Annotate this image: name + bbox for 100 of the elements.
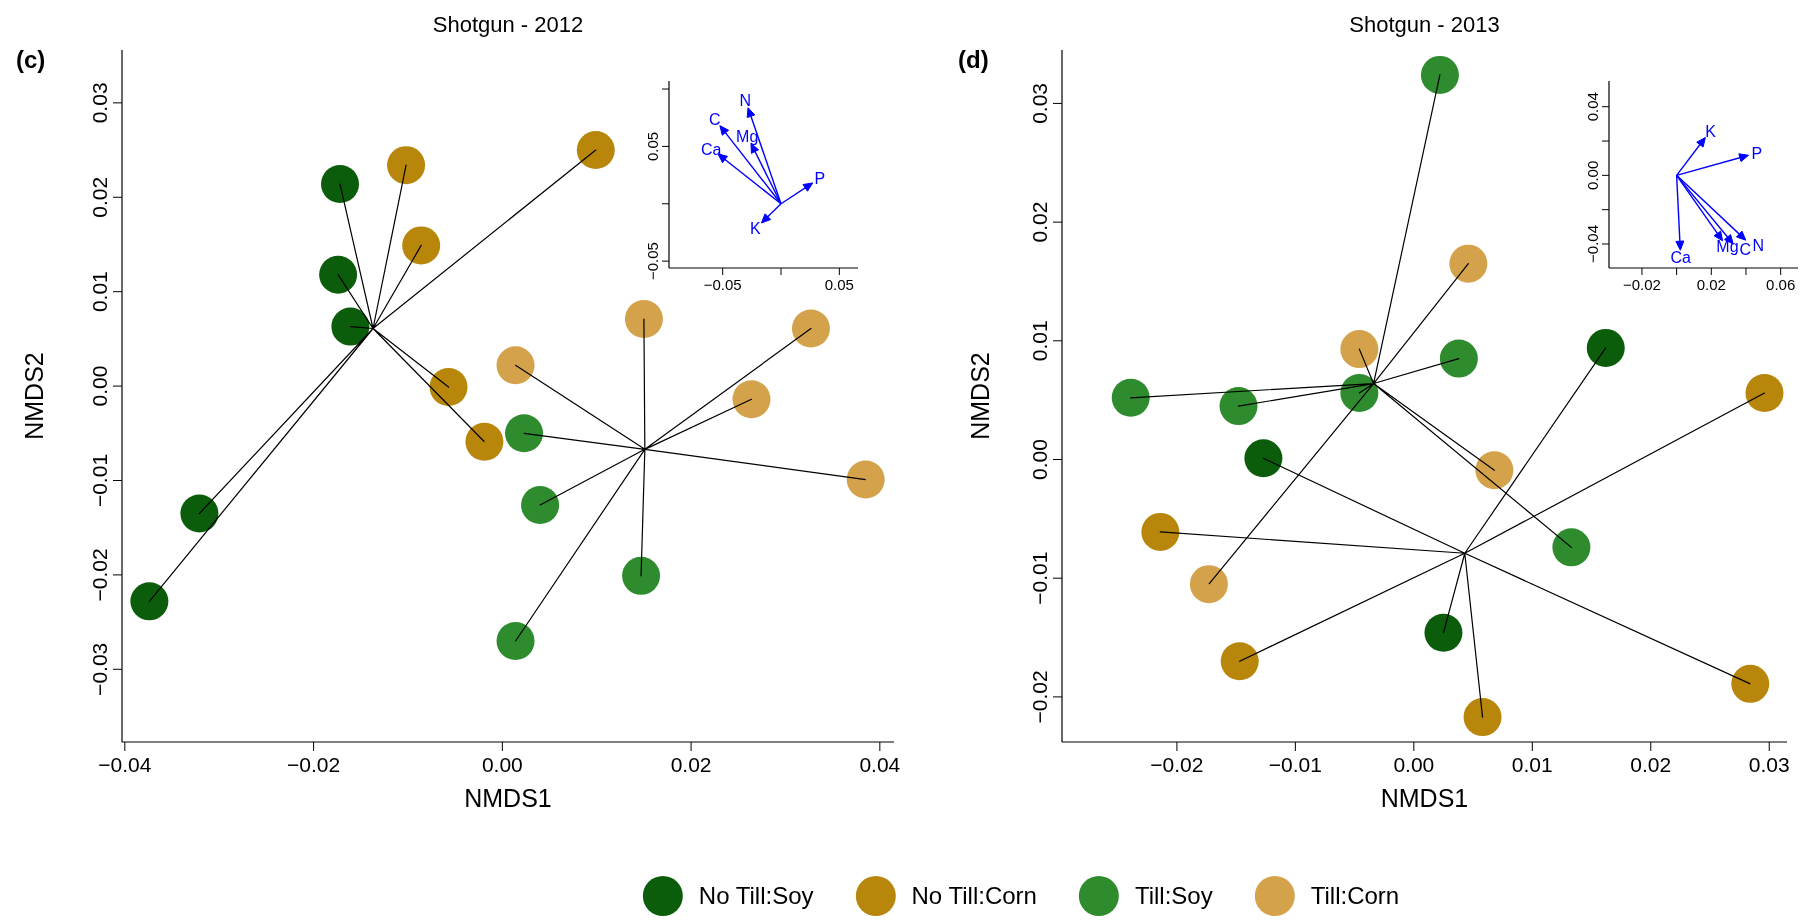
point xyxy=(1475,451,1514,490)
point xyxy=(802,182,814,192)
point xyxy=(717,153,729,164)
x-tick-label: −0.01 xyxy=(1268,752,1322,776)
data-label: C xyxy=(708,111,721,129)
data-label: Mg xyxy=(1716,238,1739,256)
text: (c) xyxy=(16,46,46,74)
point xyxy=(505,414,544,453)
point xyxy=(496,346,535,385)
line-series xyxy=(148,149,597,602)
x-tick-label: 0.03 xyxy=(1748,752,1790,776)
y-axis-title: NMDS2 xyxy=(19,352,49,440)
y-tick-label: 0.00 xyxy=(1584,160,1601,190)
point xyxy=(846,460,885,499)
point xyxy=(402,226,441,265)
x-tick-label: −0.02 xyxy=(1150,752,1204,776)
point xyxy=(1141,512,1180,551)
data-label: N xyxy=(739,92,752,110)
point xyxy=(1731,664,1770,703)
x-tick-label: −0.02 xyxy=(287,752,341,776)
point xyxy=(1738,153,1750,163)
point xyxy=(496,621,535,660)
y-tick-label: 0.02 xyxy=(1028,201,1051,243)
point xyxy=(1586,328,1625,367)
point xyxy=(465,422,504,461)
data-label: N xyxy=(1752,236,1765,254)
x-tick-label: 0.00 xyxy=(1393,752,1435,776)
y-tick-label: −0.01 xyxy=(88,453,111,508)
y-tick-label: 0.03 xyxy=(88,82,111,124)
point xyxy=(1340,330,1379,369)
point xyxy=(1420,55,1459,94)
point xyxy=(1111,378,1150,417)
data-label: Ca xyxy=(1670,249,1692,267)
point xyxy=(1449,244,1488,283)
data-label: Mg xyxy=(736,128,759,146)
legend-label: Till:Soy xyxy=(1134,882,1213,910)
point xyxy=(521,486,560,525)
point xyxy=(319,255,358,294)
y-tick-label: −0.03 xyxy=(88,642,111,696)
point xyxy=(387,146,426,185)
x-tick-label: 0.05 xyxy=(824,276,854,293)
x-tick-label: 0.02 xyxy=(1696,276,1726,293)
point xyxy=(622,556,661,595)
point xyxy=(1220,642,1259,681)
y-tick-label: 0.03 xyxy=(1028,82,1051,124)
chart-title: Shotgun - 2013 xyxy=(1348,12,1501,38)
x-axis-title: NMDS1 xyxy=(464,783,552,813)
point xyxy=(719,125,730,136)
data-label: C xyxy=(1739,241,1752,259)
point xyxy=(746,107,756,119)
data-label: K xyxy=(750,219,762,237)
point xyxy=(1736,230,1747,241)
x-tick-label: −0.02 xyxy=(1622,276,1661,293)
point xyxy=(576,131,615,170)
y-tick-label: 0.00 xyxy=(88,365,111,407)
x-tick-label: 0.02 xyxy=(1630,752,1672,776)
x-tick-label: −0.05 xyxy=(703,276,742,293)
point xyxy=(1552,528,1591,567)
text: (d) xyxy=(958,46,989,74)
data-label: K xyxy=(1705,122,1717,140)
y-tick-label: −0.04 xyxy=(1584,225,1601,263)
point xyxy=(624,300,663,339)
point xyxy=(1244,439,1283,478)
point xyxy=(1424,613,1463,652)
data-label: Ca xyxy=(701,140,722,158)
point xyxy=(429,368,468,407)
point xyxy=(1696,136,1706,148)
y-tick-label: −0.01 xyxy=(1028,551,1051,605)
y-tick-label: 0.04 xyxy=(1584,92,1601,122)
point xyxy=(180,494,219,533)
y-tick-label: −0.02 xyxy=(1028,670,1051,724)
point xyxy=(1463,698,1502,737)
point xyxy=(1189,565,1228,604)
x-tick-label: 0.01 xyxy=(1511,752,1553,776)
data-label: P xyxy=(814,170,826,188)
x-tick-label: 0.00 xyxy=(481,752,523,776)
legend-label: Till:Corn xyxy=(1310,882,1400,910)
chart-title: Shotgun - 2012 xyxy=(431,12,585,38)
y-axis-title: NMDS2 xyxy=(965,352,995,440)
x-tick-label: 0.06 xyxy=(1766,276,1796,293)
y-tick-label: 0.01 xyxy=(1028,320,1051,362)
point xyxy=(321,165,360,204)
x-axis-title: NMDS1 xyxy=(1380,783,1469,813)
point xyxy=(1219,387,1258,426)
y-tick-label: −0.02 xyxy=(88,548,111,602)
y-tick-label: 0.00 xyxy=(1028,439,1051,480)
point xyxy=(1745,374,1784,413)
point xyxy=(1675,240,1685,251)
legend-label: No Till:Corn xyxy=(911,882,1037,910)
point xyxy=(1439,339,1478,378)
y-tick-label: 0.02 xyxy=(88,176,111,218)
data-label: P xyxy=(1751,144,1763,162)
point xyxy=(791,309,830,348)
point xyxy=(331,307,370,346)
x-tick-label: 0.04 xyxy=(859,752,901,776)
legend-label: No Till:Soy xyxy=(698,882,814,910)
point xyxy=(732,380,771,419)
point xyxy=(130,582,169,621)
x-tick-label: 0.02 xyxy=(670,752,712,776)
point xyxy=(760,213,772,224)
